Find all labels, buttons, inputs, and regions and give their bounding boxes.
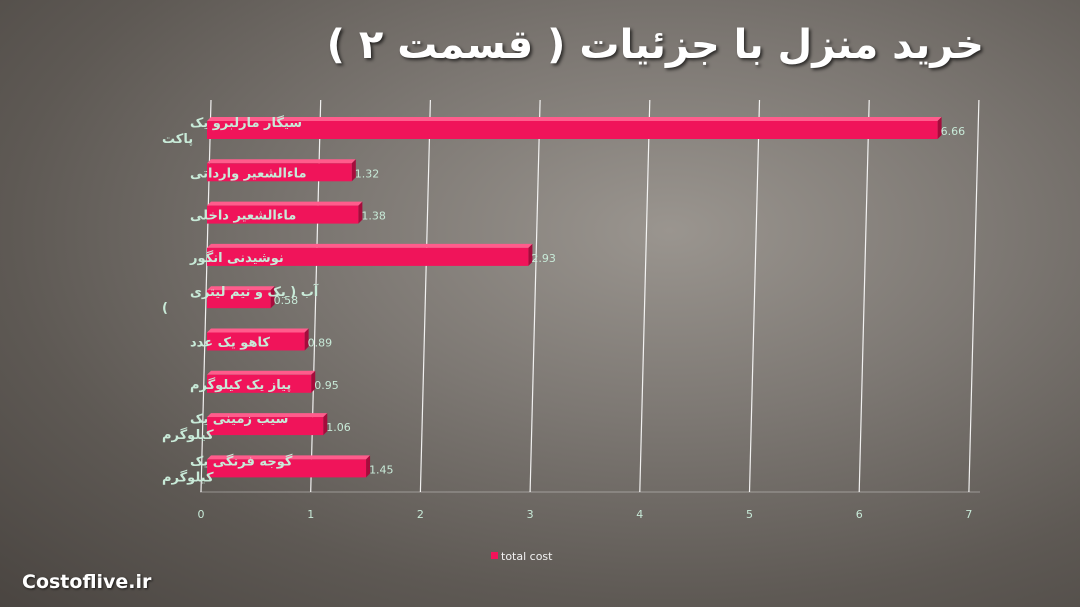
bar-top-face — [207, 159, 356, 164]
data-labels: 6.66 1.32 1.38 2.93 0.58 0.89 0.95 1.06 1.45 — [274, 125, 965, 476]
category-label: گوجه فرنگی یک کیلوگرم — [162, 453, 293, 485]
data-label: 0.58 — [274, 294, 299, 307]
gridline — [529, 99, 541, 493]
category-label: ماءالشعیر وارداتی — [190, 166, 307, 181]
bar-side-face — [366, 455, 371, 478]
bar-top-face — [207, 370, 316, 375]
category-label: پیاز یک کیلوگرم — [190, 377, 291, 393]
category-label: ماءالشعیر داخلی — [190, 209, 296, 224]
bar-side-face — [937, 117, 942, 139]
x-tick-label: 4 — [636, 508, 643, 521]
x-tick-label: 6 — [856, 508, 863, 521]
x-tick-label: 5 — [746, 508, 753, 521]
bar-side-face — [528, 243, 533, 266]
bar-side-face — [358, 201, 363, 224]
chart-title: خرید منزل با جزئیات ( قسمت ۲ ) — [326, 22, 984, 68]
bar — [207, 205, 359, 224]
gridline — [419, 99, 431, 493]
x-tick-label: 7 — [965, 508, 972, 521]
data-label: 0.95 — [314, 379, 339, 392]
bar — [207, 417, 324, 436]
gridline — [748, 99, 761, 493]
bar-top-face — [207, 117, 942, 121]
data-label: 6.66 — [941, 125, 966, 138]
legend-swatch — [491, 552, 498, 559]
x-tick-label: 1 — [307, 508, 314, 521]
gridline — [639, 99, 651, 493]
legend: total cost — [491, 550, 553, 563]
category-label: نوشیدنی انگور — [189, 250, 284, 266]
category-label: سیگار مارلبرو یک پاکت — [162, 115, 302, 147]
category-label: سیب زمینی یک کیلوگرم — [162, 412, 288, 443]
x-tick-label: 0 — [198, 508, 205, 521]
bar-top-face — [207, 413, 328, 418]
x-axis-ticks: 0 1 2 3 4 5 6 7 — [198, 508, 973, 521]
bar-side-face — [270, 286, 275, 309]
bar — [207, 332, 305, 351]
data-label: 1.45 — [369, 463, 394, 476]
x-tick-label: 2 — [417, 508, 424, 521]
bar-top-face — [207, 201, 363, 206]
bar — [207, 121, 938, 139]
data-label: 1.38 — [361, 210, 386, 223]
data-label: 2.93 — [531, 252, 556, 265]
bar-side-face — [323, 413, 328, 436]
category-label: کاهو یک عدد — [190, 336, 270, 351]
category-label: آب ( یک و نیم لیتری) — [162, 283, 319, 316]
bar-top-face — [207, 286, 275, 291]
bar — [207, 163, 352, 182]
bar — [207, 374, 312, 393]
category-labels: سیگار مارلبرو یک پاکت ماءالشعیر وارداتی ماء… — [162, 115, 319, 485]
bar-top-face — [207, 455, 371, 460]
bar-side-face — [351, 159, 356, 182]
bar — [207, 290, 271, 309]
gridline — [858, 99, 870, 493]
bar-side-face — [304, 328, 309, 351]
gridline — [968, 99, 980, 493]
bar-top-face — [207, 243, 533, 248]
bars — [207, 117, 942, 478]
legend-label: total cost — [501, 550, 553, 563]
site-watermark: Costoflive.ir — [22, 571, 152, 593]
bar — [207, 459, 367, 478]
data-label: 1.06 — [326, 421, 351, 434]
x-tick-label: 3 — [527, 508, 534, 521]
bar-top-face — [207, 328, 309, 333]
bar — [207, 247, 529, 266]
bar-side-face — [311, 370, 316, 393]
data-label: 1.32 — [355, 167, 380, 180]
data-label: 0.89 — [308, 337, 333, 350]
